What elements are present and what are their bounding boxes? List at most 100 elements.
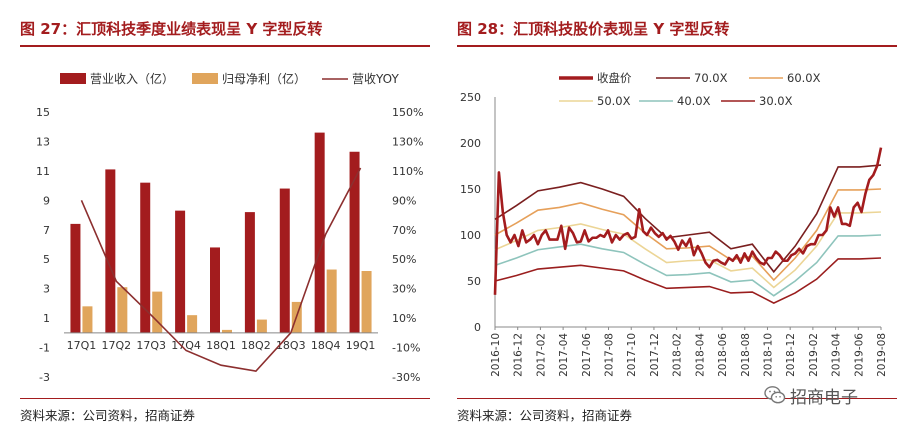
left-source-rule	[20, 398, 430, 399]
x-tick-label: 18Q2	[241, 339, 271, 352]
y-left-tick-label: -1	[39, 342, 50, 355]
profit-bar	[187, 315, 198, 333]
legend-label-1: 70.0X	[694, 71, 728, 85]
pe-band-line-30.0X	[494, 257, 882, 304]
x-tick-label: 2018-02	[672, 333, 684, 377]
right-source-rule	[457, 398, 897, 399]
legend-label-0: 营业收入（亿）	[90, 71, 174, 86]
pe-band-line-50.0X	[494, 211, 882, 289]
x-tick-label: 2016-12	[513, 333, 525, 377]
watermark-text: 招商电子	[790, 388, 858, 408]
legend-label-2: 60.0X	[787, 71, 821, 85]
x-tick-label: 17Q3	[136, 339, 166, 352]
x-tick-label: 2019-02	[808, 333, 820, 377]
yoy-line	[80, 167, 362, 372]
legend-label-1: 归母净利（亿）	[222, 71, 306, 86]
right-source-note: 资料来源：公司资料，招商证券	[457, 408, 633, 423]
revenue-bar	[105, 169, 116, 333]
legend-label-5: 30.0X	[759, 94, 793, 108]
left-figure-panel: 图 27：汇顶科技季度业绩表现呈 Y 字型反转 营业收入（亿） 归母净利（亿） 营收…	[0, 0, 450, 436]
y-right-tick-label: 70%	[392, 224, 416, 237]
revenue-bar	[140, 182, 151, 333]
x-tick-label: 2017-02	[535, 333, 547, 377]
y-right-tick-label: -10%	[392, 342, 420, 355]
x-tick-label: 2017-06	[581, 333, 593, 377]
y-left-tick-label: 9	[43, 194, 50, 207]
revenue-bar	[210, 247, 220, 333]
y-left-tick-label: 1	[43, 312, 50, 325]
x-tick-label: 17Q2	[102, 339, 132, 352]
x-tick-label: 2019-06	[853, 333, 865, 377]
revenue-bar	[349, 151, 360, 333]
y-right-tick-label: 30%	[392, 283, 416, 296]
y-tick-label: 150	[460, 183, 481, 196]
y-right-tick-label: 50%	[392, 253, 416, 266]
y-left-tick-label: 5	[43, 253, 50, 266]
legend-label-0: 收盘价	[597, 71, 632, 85]
right-figure-title: 图 28：汇顶科技股价表现呈 Y 字型反转	[457, 20, 730, 38]
y-tick-label: 100	[460, 229, 481, 242]
revenue-bar	[314, 132, 325, 333]
revenue-bar	[70, 223, 81, 333]
watermark: 招商电子	[764, 383, 904, 408]
x-tick-label: 2018-06	[717, 333, 729, 377]
pe-band-line-60.0X	[494, 188, 882, 282]
y-tick-label: 50	[467, 275, 481, 288]
x-tick-label: 19Q1	[346, 339, 376, 352]
x-tick-label: 18Q4	[311, 339, 341, 352]
x-tick-label: 2018-12	[785, 333, 797, 377]
x-tick-label: 2016-10	[490, 333, 502, 377]
y-left-tick-label: 11	[36, 165, 50, 178]
profit-bar	[361, 271, 372, 333]
wechat-icon	[764, 386, 786, 404]
pe-band-line-70.0X	[494, 164, 882, 274]
profit-bar	[82, 306, 93, 333]
x-tick-label: 17Q1	[67, 339, 97, 352]
x-tick-label: 2018-10	[762, 333, 774, 377]
right-title-rule	[457, 45, 897, 47]
x-tick-label: 2017-08	[604, 333, 616, 377]
legend-label-4: 40.0X	[677, 94, 711, 108]
x-tick-label: 2017-10	[626, 333, 638, 377]
y-tick-label: 0	[474, 321, 481, 334]
profit-bar	[222, 329, 232, 333]
stock-price-pe-band-chart: 收盘价 70.0X 60.0X 50.0X 40.0X 30.0X 250 200 150 100…	[460, 71, 888, 377]
left-title-rule	[20, 45, 430, 47]
y-right-tick-label: 130%	[392, 135, 423, 148]
x-tick-label: 2018-04	[694, 333, 706, 377]
x-tick-label: 18Q1	[206, 339, 236, 352]
revenue-bar	[279, 188, 290, 333]
legend-label-2: 营收YOY	[352, 72, 399, 86]
x-tick-label: 2018-08	[740, 333, 752, 377]
legend-label-3: 50.0X	[597, 94, 631, 108]
y-tick-label: 200	[460, 137, 481, 150]
y-left-tick-label: 13	[36, 135, 50, 148]
left-source-note: 资料来源：公司资料，招商证券	[20, 408, 196, 423]
profit-bar	[326, 269, 337, 333]
profit-bar	[152, 291, 163, 333]
y-left-tick-label: -3	[39, 371, 50, 384]
y-left-tick-label: 7	[43, 224, 50, 237]
x-tick-label: 2017-04	[558, 333, 570, 377]
x-tick-label: 2019-04	[831, 333, 843, 377]
legend-swatch-1	[192, 73, 218, 84]
y-left-tick-label: 3	[43, 283, 50, 296]
profit-bar	[117, 287, 128, 333]
x-tick-label: 2019-08	[876, 333, 888, 377]
quarterly-performance-chart: 营业收入（亿） 归母净利（亿） 营收YOY 15 13 11 9 7 5 3 1 -1 -3 150% 13…	[36, 71, 423, 384]
y-right-tick-label: 10%	[392, 312, 416, 325]
right-figure-panel: 图 28：汇顶科技股价表现呈 Y 字型反转 收盘价 70.0X 60.0X 50.0X…	[451, 0, 906, 436]
y-right-tick-label: 150%	[392, 106, 423, 119]
legend-swatch-0	[60, 73, 86, 84]
profit-bar	[256, 319, 267, 333]
revenue-bar	[175, 210, 186, 333]
revenue-bar	[244, 212, 255, 333]
pe-band-line-40.0X	[494, 234, 882, 297]
y-right-tick-label: 110%	[392, 165, 423, 178]
left-figure-title: 图 27：汇顶科技季度业绩表现呈 Y 字型反转	[20, 20, 323, 38]
y-left-tick-label: 15	[36, 106, 50, 119]
y-tick-label: 250	[460, 91, 481, 104]
closing-price-line	[493, 147, 883, 295]
y-right-tick-label: 90%	[392, 194, 416, 207]
y-right-tick-label: -30%	[392, 371, 420, 384]
